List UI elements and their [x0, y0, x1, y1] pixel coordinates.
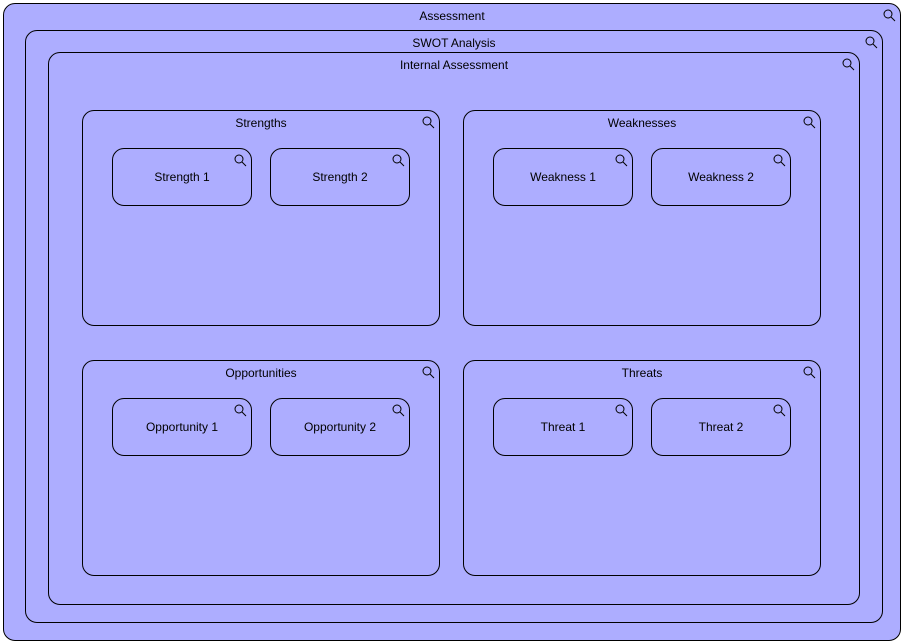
diagram-canvas: Assessment SWOT Analysis Internal Assess…: [0, 0, 904, 644]
magnifier-icon: [802, 115, 816, 129]
threat2-node: Threat 2: [651, 398, 791, 456]
magnifier-icon: [772, 153, 786, 167]
magnifier-icon: [802, 365, 816, 379]
threat1-node: Threat 1: [493, 398, 633, 456]
opportunity2-label: Opportunity 2: [271, 420, 409, 434]
opportunity1-label: Opportunity 1: [113, 420, 251, 434]
threat2-label: Threat 2: [652, 420, 790, 434]
strengths-node: Strengths: [82, 110, 440, 326]
weaknesses-title: Weaknesses: [464, 116, 820, 130]
weakness2-label: Weakness 2: [652, 170, 790, 184]
weakness2-node: Weakness 2: [651, 148, 791, 206]
weakness1-label: Weakness 1: [494, 170, 632, 184]
opportunities-node: Opportunities: [82, 360, 440, 576]
magnifier-icon: [614, 153, 628, 167]
magnifier-icon: [864, 35, 878, 49]
strengths-title: Strengths: [83, 116, 439, 130]
magnifier-icon: [841, 57, 855, 71]
strength2-node: Strength 2: [270, 148, 410, 206]
magnifier-icon: [233, 153, 247, 167]
swot-title: SWOT Analysis: [26, 36, 882, 50]
strength1-node: Strength 1: [112, 148, 252, 206]
opportunity1-node: Opportunity 1: [112, 398, 252, 456]
threats-title: Threats: [464, 366, 820, 380]
assessment-title: Assessment: [4, 9, 900, 23]
threats-node: Threats: [463, 360, 821, 576]
strength1-label: Strength 1: [113, 170, 251, 184]
weakness1-node: Weakness 1: [493, 148, 633, 206]
magnifier-icon: [391, 153, 405, 167]
magnifier-icon: [421, 365, 435, 379]
magnifier-icon: [772, 403, 786, 417]
weaknesses-node: Weaknesses: [463, 110, 821, 326]
magnifier-icon: [233, 403, 247, 417]
magnifier-icon: [882, 8, 896, 22]
opportunity2-node: Opportunity 2: [270, 398, 410, 456]
threat1-label: Threat 1: [494, 420, 632, 434]
magnifier-icon: [614, 403, 628, 417]
opportunities-title: Opportunities: [83, 366, 439, 380]
magnifier-icon: [391, 403, 405, 417]
internal-assessment-title: Internal Assessment: [49, 58, 859, 72]
magnifier-icon: [421, 115, 435, 129]
strength2-label: Strength 2: [271, 170, 409, 184]
